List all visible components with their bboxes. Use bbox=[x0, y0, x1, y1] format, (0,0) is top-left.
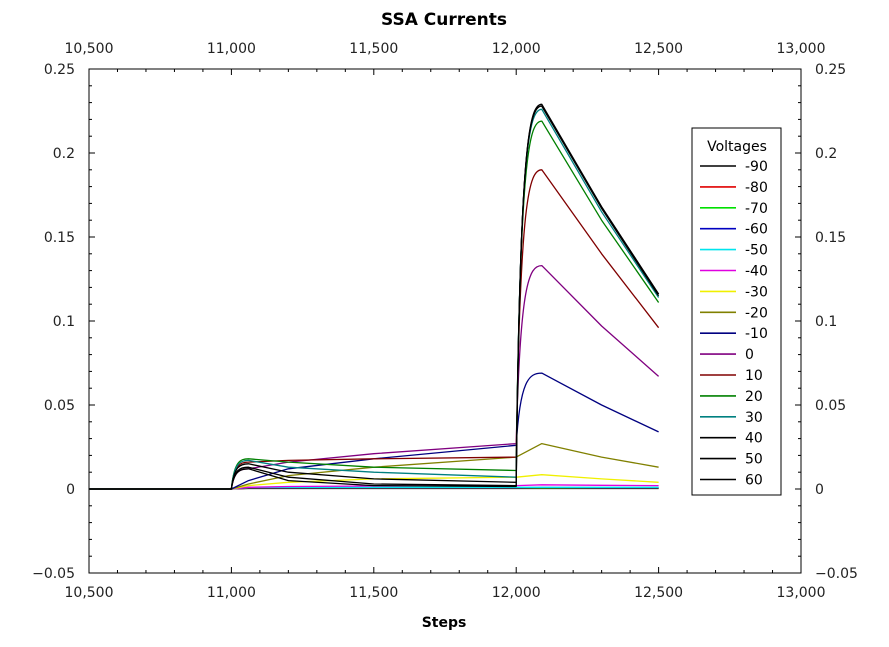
legend-label-0: 0 bbox=[745, 347, 754, 363]
legend-label-40: 40 bbox=[745, 431, 763, 447]
y-tick-label-right: 0 bbox=[815, 482, 824, 498]
x-tick-label-top: 10,500 bbox=[65, 41, 114, 57]
y-tick-label: 0.05 bbox=[44, 398, 75, 414]
legend-label-10: 10 bbox=[745, 368, 763, 384]
y-tick-label: 0.1 bbox=[53, 314, 75, 330]
x-tick-label: 11,000 bbox=[207, 585, 256, 601]
y-tick-label-right: 0.15 bbox=[815, 230, 846, 246]
series-line-60 bbox=[89, 103, 660, 490]
y-tick-label-right: −0.05 bbox=[815, 566, 858, 582]
series-line--10 bbox=[89, 372, 659, 490]
legend-label--10: -10 bbox=[745, 326, 768, 342]
x-tick-label: 13,000 bbox=[777, 585, 826, 601]
legend-label--40: -40 bbox=[745, 264, 768, 280]
y-tick-label: 0.15 bbox=[44, 230, 75, 246]
legend-label--30: -30 bbox=[745, 284, 768, 300]
axis-ticks: 10,500 10,500 11,000 11,000 11,500 11,500 12,0… bbox=[32, 41, 858, 601]
legend-title: Voltages bbox=[707, 139, 767, 155]
legend-label-30: 30 bbox=[745, 410, 763, 426]
legend-label-20: 20 bbox=[745, 389, 763, 405]
legend: Voltages -90 -80 -70 -60 -50 -40 -30 -20 -10 0 10 2… bbox=[691, 127, 782, 496]
chart-title: SSA Currents bbox=[381, 10, 507, 30]
legend-label--60: -60 bbox=[745, 222, 768, 238]
x-tick-label-top: 13,000 bbox=[777, 41, 826, 57]
y-tick-label: 0.25 bbox=[44, 62, 75, 78]
x-tick-label: 10,500 bbox=[65, 585, 114, 601]
y-tick-label: 0 bbox=[66, 482, 75, 498]
x-tick-label-top: 11,000 bbox=[207, 41, 256, 57]
y-tick-label: −0.05 bbox=[32, 566, 75, 582]
y-tick-label-right: 0.2 bbox=[815, 146, 837, 162]
legend-label--20: -20 bbox=[745, 305, 768, 321]
x-tick-label-top: 11,500 bbox=[349, 41, 398, 57]
legend-label--50: -50 bbox=[745, 243, 768, 259]
x-tick-label: 12,000 bbox=[492, 585, 541, 601]
x-tick-label: 12,500 bbox=[634, 585, 683, 601]
y-tick-label-right: 0.25 bbox=[815, 62, 846, 78]
legend-label--70: -70 bbox=[745, 201, 768, 217]
x-axis-label: Steps bbox=[422, 615, 467, 631]
y-tick-label-right: 0.1 bbox=[815, 314, 837, 330]
series-lines bbox=[89, 103, 660, 490]
y-tick-label-right: 0.05 bbox=[815, 398, 846, 414]
y-tick-label: 0.2 bbox=[53, 146, 75, 162]
x-tick-label-top: 12,000 bbox=[492, 41, 541, 57]
legend-label--90: -90 bbox=[745, 159, 768, 175]
legend-label--80: -80 bbox=[745, 180, 768, 196]
legend-label-60: 60 bbox=[745, 473, 763, 489]
x-tick-label-top: 12,500 bbox=[634, 41, 683, 57]
legend-label-50: 50 bbox=[745, 452, 763, 468]
legend-items: -90 -80 -70 -60 -50 -40 -30 -20 -10 0 10 20 30 40 50 60 bbox=[700, 159, 768, 489]
x-tick-label: 11,500 bbox=[349, 585, 398, 601]
